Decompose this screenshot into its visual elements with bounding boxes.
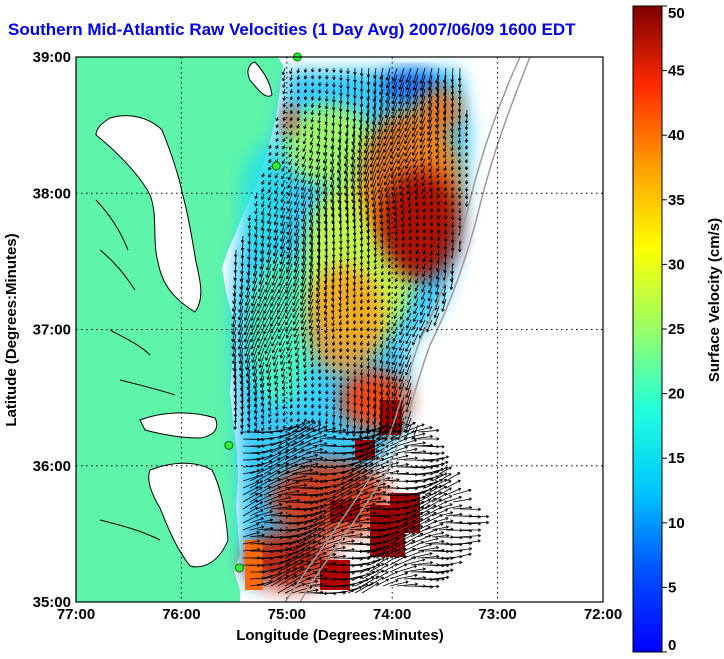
y-tick-label: 35:00 [33,594,71,611]
colorbar-ticks: 0 5 10 15 20 25 30 35 40 45 50 [662,5,685,654]
x-axis-ticks: 77:00 76:00 75:00 74:00 73:00 72:00 [57,606,622,623]
colorbar-tick-label: 15 [668,450,685,467]
map-title: Southern Mid-Atlantic Raw Velocities (1 … [8,20,576,39]
grid-lines [76,57,603,602]
y-tick-label: 37:00 [33,322,71,339]
colorbar-tick-label: 20 [668,386,685,403]
y-tick-label: 36:00 [33,458,71,475]
x-tick-label: 72:00 [584,606,622,623]
x-tick-label: 75:00 [268,606,306,623]
plot-frame [75,56,604,603]
station-marker [234,563,244,573]
albemarle-sound [139,412,218,439]
colorbar-tick-label: 35 [668,192,685,209]
isobath-line [299,57,531,602]
isobath-line [284,57,521,602]
x-axis-label: Longitude (Degrees:Minutes) [236,627,444,644]
y-tick-label: 39:00 [33,49,71,66]
coastline-detail [95,199,176,541]
y-axis-ticks: 39:00 38:00 37:00 36:00 35:00 [33,49,71,611]
y-axis-label: Latitude (Degrees:Minutes) [3,233,20,426]
chesapeake-bay [95,115,202,313]
colorbar-tick-label: 40 [668,127,685,144]
station-marker [271,161,281,171]
colorbar-tick-label: 45 [668,63,685,80]
colorbar [632,5,663,653]
colorbar-tick-label: 30 [668,256,685,273]
colorbar-label: Surface Velocity (cm/s) [706,218,723,382]
x-tick-label: 76:00 [162,606,200,623]
station-marker [224,440,234,450]
pamlico-sound [148,462,229,568]
delaware-bay [247,61,273,97]
colorbar-tick-label: 50 [668,5,685,22]
x-tick-label: 77:00 [57,606,95,623]
x-tick-label: 74:00 [373,606,411,623]
colorbar-tick-label: 10 [668,515,685,532]
colorbar-tick-label: 25 [668,321,685,338]
colorbar-tick-label: 0 [668,637,676,654]
x-tick-label: 73:00 [478,606,516,623]
colorbar-tick-label: 5 [668,579,676,596]
y-tick-label: 38:00 [33,185,71,202]
